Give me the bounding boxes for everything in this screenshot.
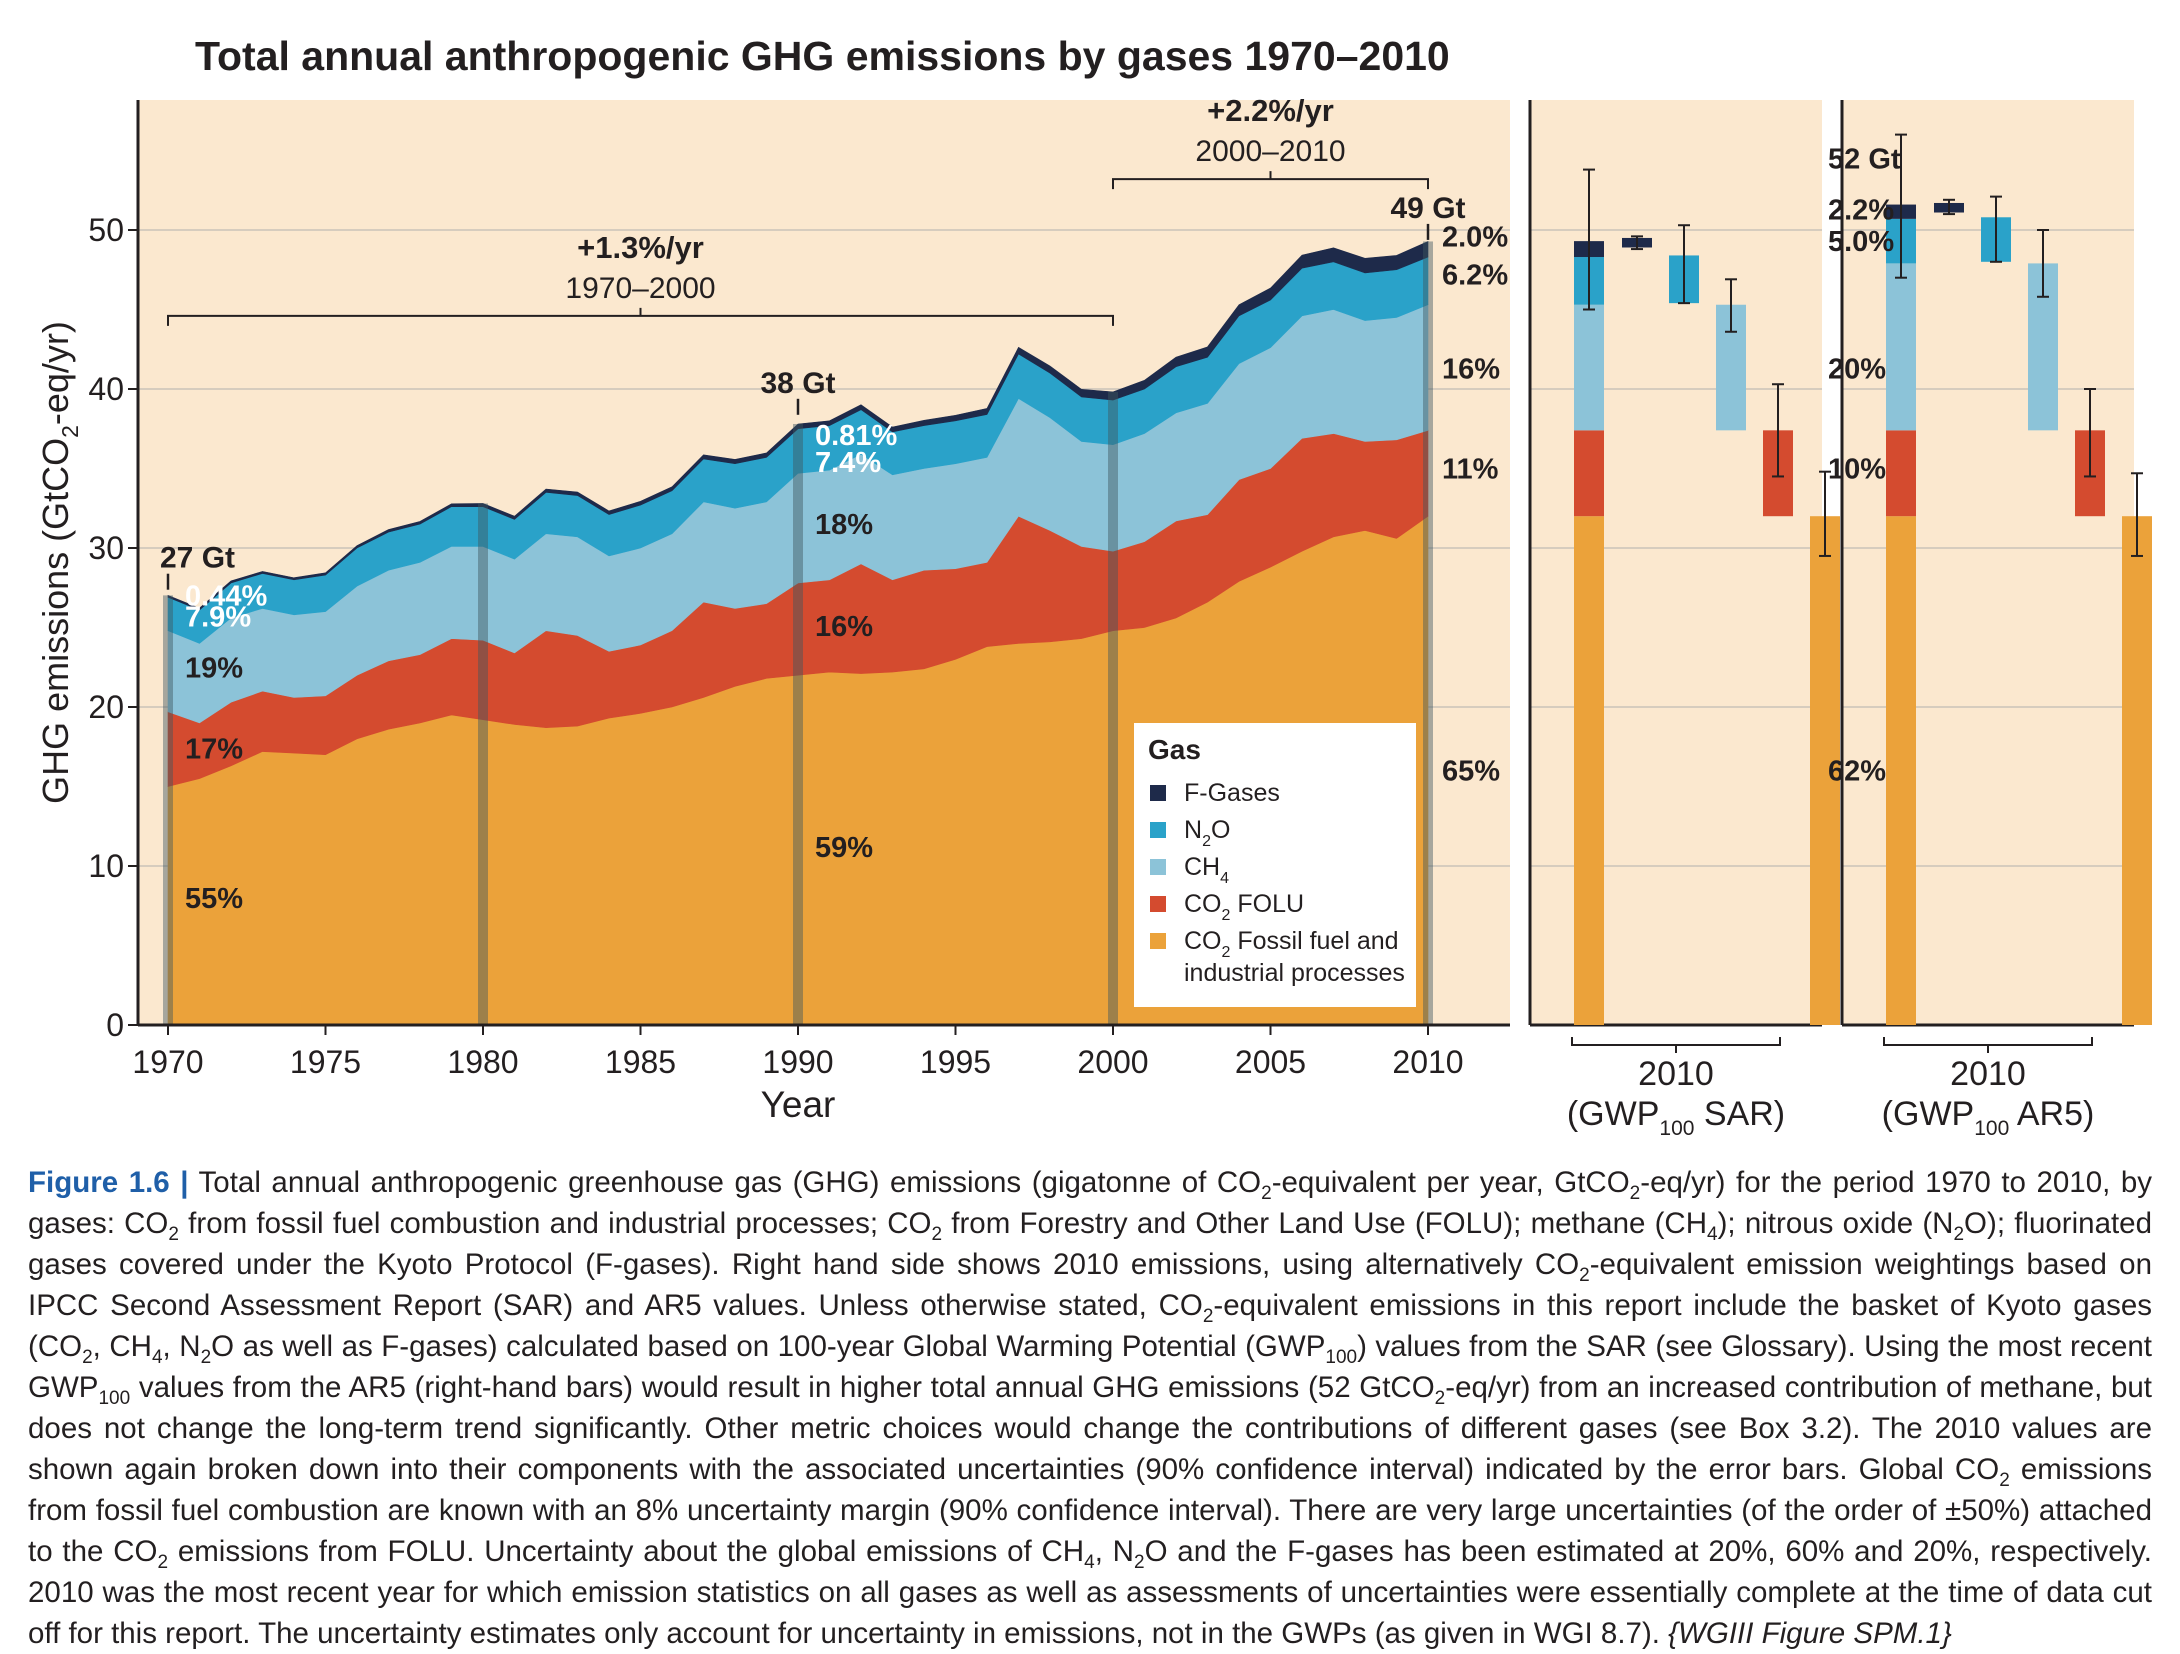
main-area-chart: 0 10 20 30 40 50 1970 1975 1980 1985 1990 1995 2000 2…	[35, 93, 1510, 1125]
growth-2000-2010-period: 2000–2010	[1195, 135, 1345, 168]
legend-swatch	[1150, 785, 1166, 801]
ghg-emissions-figure: Total annual anthropogenic GHG emissions…	[35, 33, 2152, 1140]
legend-box	[1134, 723, 1416, 1007]
y-tick-label: 20	[88, 689, 124, 725]
growth-1970-2000-period: 1970–2000	[565, 272, 715, 305]
panel-label-year: 2010	[1950, 1055, 2026, 1093]
stacked-bar-segment	[1886, 263, 1916, 431]
caption-label: Figure 1.6 |	[28, 1166, 189, 1199]
panel-bracket	[1883, 1037, 2093, 1053]
y1970-share-label: 55%	[185, 883, 243, 915]
legend-title: Gas	[1148, 734, 1201, 765]
legend-item-label: F-Gases	[1184, 779, 1280, 807]
legend-item-label: N2O	[1184, 816, 1230, 850]
y-tick-label: 50	[88, 212, 124, 248]
panel-share-label: 20%	[1828, 353, 1886, 385]
y2010-share-label: 16%	[1442, 353, 1500, 385]
legend-swatch	[1150, 859, 1166, 875]
y1970-share-label: 19%	[185, 652, 243, 684]
y1990-share-label: 0.81%	[815, 420, 897, 452]
y-tick-label: 40	[88, 371, 124, 407]
stacked-bar-segment	[1886, 516, 1916, 1025]
area-f-gases	[167, 240, 1429, 611]
y-tick-label: 30	[88, 530, 124, 566]
y2010-share-label: 11%	[1442, 454, 1499, 486]
panel-share-label: 62%	[1828, 756, 1886, 788]
y1990-share-label: 18%	[815, 509, 873, 541]
panels-2010: 2010(GWP100 SAR)2.2%5.0%20%10%62%52 Gt20…	[1528, 100, 2152, 1140]
y2010-share-label: 65%	[1442, 756, 1500, 788]
decade-bar-1980	[478, 503, 488, 1026]
legend-swatch	[1150, 822, 1166, 838]
panel-share-label: 5.0%	[1828, 226, 1894, 258]
legend-item-label-line2: industrial processes	[1184, 959, 1405, 987]
x-tick-label: 1975	[290, 1044, 361, 1080]
y2010-share-label: 2.0%	[1442, 221, 1508, 253]
y1970-share-label: 17%	[185, 733, 243, 765]
total-label-2010: 49 Gt	[1390, 192, 1465, 225]
growth-2000-2010-bracket	[1112, 171, 1429, 190]
y-tick-label: 10	[88, 848, 124, 884]
legend-item-label: CH4	[1184, 853, 1229, 887]
panel-total-label: 52 Gt	[1828, 144, 1901, 176]
panel-label-gwp: (GWP100 SAR)	[1567, 1095, 1785, 1140]
y2010-share-label: 6.2%	[1442, 260, 1508, 292]
x-tick-label: 1980	[447, 1044, 518, 1080]
stacked-bar-segment	[1574, 304, 1604, 431]
x-tick-label: 2010	[1392, 1044, 1463, 1080]
component-bar	[1810, 516, 1840, 1025]
y1970-share-label: 0.44%	[185, 581, 267, 613]
panel-label-year: 2010	[1638, 1055, 1714, 1093]
total-label-1990: 38 Gt	[760, 367, 835, 400]
stacked-bar-segment	[1886, 430, 1916, 517]
figure-caption: Figure 1.6 | Total annual anthropogenic …	[28, 1162, 2152, 1654]
chart-title: Total annual anthropogenic GHG emissions…	[195, 33, 1450, 79]
y-tick-label: 0	[106, 1007, 124, 1043]
x-tick-label: 1985	[605, 1044, 676, 1080]
y1970-share-label: 7.9%	[185, 601, 251, 633]
panel-background	[1530, 100, 1822, 1025]
x-tick-label: 1995	[920, 1044, 991, 1080]
decade-bar-1970	[163, 595, 173, 1025]
x-axis-label: Year	[761, 1084, 836, 1125]
growth-1970-2000-rate: +1.3%/yr	[577, 230, 704, 265]
stacked-bar-segment	[1574, 430, 1604, 517]
panel-2010-1: 2010(GWP100 SAR)	[1528, 100, 1840, 1140]
component-bar	[2122, 516, 2152, 1025]
legend-item-label: CO2 FOLU	[1184, 890, 1304, 924]
panel-share-label: 10%	[1828, 454, 1886, 486]
panel-bracket	[1571, 1037, 1781, 1053]
legend-item-label: CO2 Fossil fuel and	[1184, 927, 1399, 961]
decade-bar-2000	[1108, 391, 1118, 1025]
x-tick-label: 2000	[1077, 1044, 1148, 1080]
legend-swatch	[1150, 896, 1166, 912]
growth-1970-2000-bracket	[167, 307, 1114, 326]
total-label-1970: 27 Gt	[160, 542, 235, 575]
caption-source: {WGIII Figure SPM.1}	[1668, 1617, 1952, 1650]
y1990-share-label: 16%	[815, 611, 873, 643]
legend-swatch	[1150, 933, 1166, 949]
y1990-share-label: 7.4%	[815, 447, 881, 479]
growth-2000-2010-rate: +2.2%/yr	[1207, 93, 1334, 128]
x-tick-label: 2005	[1235, 1044, 1306, 1080]
x-tick-label: 1990	[762, 1044, 833, 1080]
decade-bar-2010	[1423, 241, 1433, 1025]
panel-label-gwp: (GWP100 AR5)	[1882, 1095, 2095, 1140]
y-axis-label: GHG emissions (GtCO2-eq/yr)	[35, 321, 83, 804]
panel-share-label: 2.2%	[1828, 194, 1894, 226]
decade-bar-1990	[793, 423, 803, 1026]
x-tick-label: 1970	[132, 1044, 203, 1080]
stacked-bar-segment	[1574, 516, 1604, 1025]
panel-2010-2: 2.2%5.0% 20% 10% 62% 52 Gt 2010(GWP100 AR5)	[1828, 100, 2152, 1140]
caption-text: Total annual anthropogenic greenhouse ga…	[28, 1166, 2153, 1650]
y1990-share-label: 59%	[815, 832, 873, 864]
